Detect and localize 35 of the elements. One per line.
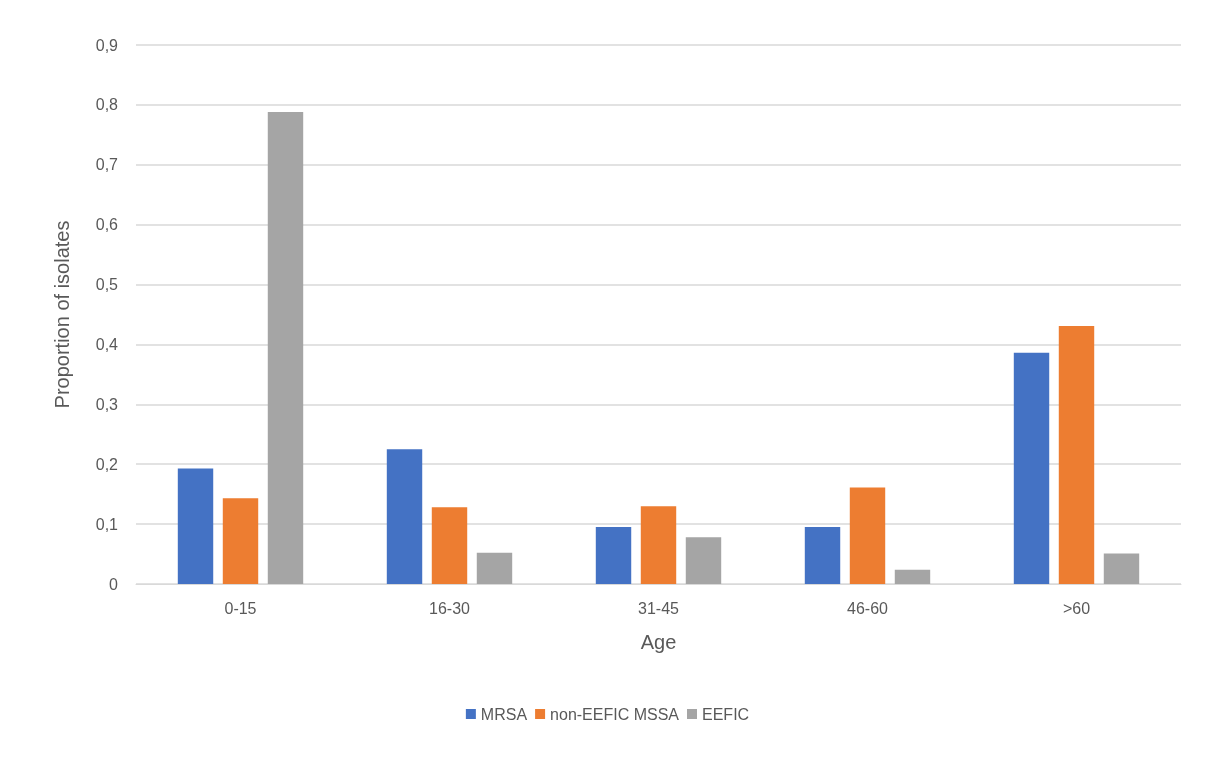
bar: [595, 527, 632, 584]
bar: [1103, 553, 1140, 584]
x-tick-label: 46-60: [847, 599, 889, 617]
y-tick-label: 0,2: [95, 455, 119, 473]
x-tick-label: 16-30: [429, 599, 471, 617]
bar: [849, 487, 886, 584]
bar: [1058, 325, 1095, 584]
bar: [685, 537, 722, 584]
x-tick-label: >60: [1062, 599, 1091, 617]
bar: [267, 112, 304, 584]
y-tick-label: 0,4: [95, 335, 119, 353]
y-tick-label: 0,9: [95, 36, 119, 54]
x-tick-label: 31-45: [638, 599, 680, 617]
y-axis-title: Proportion of isolates: [51, 220, 73, 409]
x-tick-label: 0-15: [224, 599, 257, 617]
bar: [1013, 352, 1050, 584]
y-tick-label: 0,6: [95, 216, 119, 234]
y-tick-label: 0,7: [95, 156, 119, 174]
y-tick-label: 0,1: [95, 515, 119, 533]
bar: [640, 506, 677, 584]
bar: [177, 468, 214, 584]
bar: [431, 507, 468, 584]
bar: [804, 527, 841, 584]
legend-label: non-EEFIC MSSA: [550, 705, 680, 723]
y-tick-label: 0,3: [95, 395, 119, 413]
legend-label: EEFIC: [702, 705, 750, 723]
bar: [222, 498, 259, 584]
bar: [386, 449, 423, 584]
bar: [476, 552, 513, 584]
legend-label: MRSA: [480, 705, 528, 723]
y-tick-label: 0: [109, 575, 119, 593]
y-tick-label: 0,5: [95, 276, 119, 294]
bar: [894, 569, 931, 584]
y-tick-label: 0,8: [95, 96, 119, 114]
x-axis-title: Age: [640, 631, 677, 653]
